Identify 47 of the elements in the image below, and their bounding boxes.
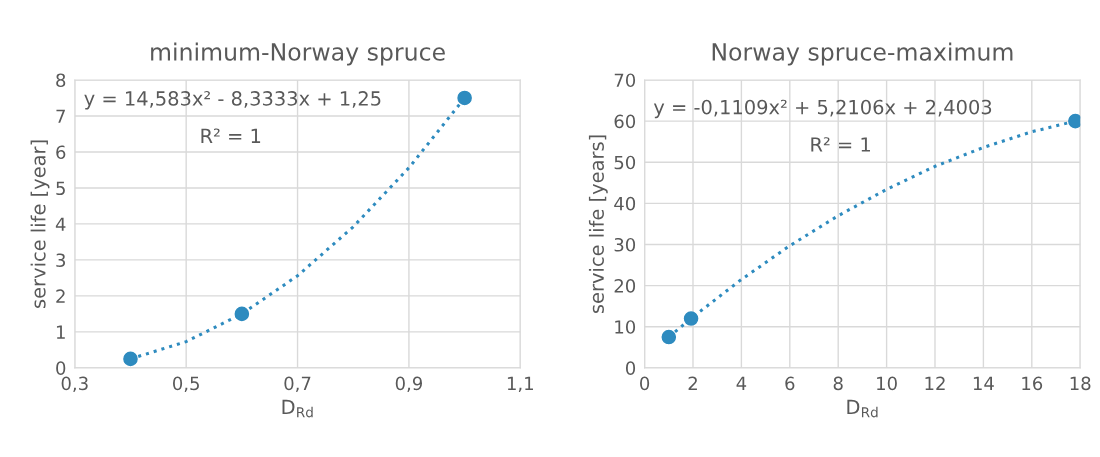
annotation: R² = 1: [811, 137, 870, 152]
y-axis-title: service life [year]: [30, 140, 50, 308]
y-tick-label: 1: [56, 325, 65, 339]
point: [661, 329, 677, 345]
point: [457, 90, 472, 106]
x-tick-label: 0,7: [284, 376, 311, 393]
x-tick-label: 12: [925, 376, 945, 390]
x-tick-label: 4: [736, 376, 747, 390]
y-tick-label: 40: [614, 196, 636, 211]
x-axis-title: D$_{Rd}$: [847, 399, 878, 418]
y-tick-label: 2: [56, 289, 65, 303]
y-tick-label: 0: [625, 361, 636, 375]
y-tick-label: 70: [614, 73, 636, 88]
x-tick-label: 0: [640, 376, 650, 391]
y-tick-label: 10: [615, 320, 636, 334]
y-tick-label: 60: [614, 114, 636, 129]
y-tick-label: 7: [56, 109, 65, 123]
point: [234, 306, 250, 322]
y-tick-label: 20: [614, 279, 636, 293]
x-tick-label: 10: [877, 376, 897, 391]
y-tick-label: 6: [56, 145, 66, 160]
annotation: y = -0,1109x² + 5,2106x + 2,4003: [653, 99, 992, 119]
x-tick-label: 14: [973, 376, 994, 390]
y-tick-label: 4: [55, 217, 66, 231]
x-tick-label: 18: [1070, 376, 1091, 391]
chart-title: minimum-Norway spruce: [151, 42, 445, 66]
x-tick-label: 16: [1022, 376, 1043, 391]
x-tick-label: 8: [833, 376, 843, 391]
y-tick-label: 8: [56, 73, 66, 88]
y-tick-label: 3: [56, 253, 66, 268]
chart-title: Norway spruce-maximum: [712, 42, 1013, 66]
y-tick-label: 0: [56, 361, 66, 375]
point: [123, 351, 138, 367]
x-axis-title: D$_{Rd}$: [282, 399, 313, 418]
x-tick-label: 6: [785, 376, 795, 391]
y-axis-title: service life [years]: [588, 135, 608, 314]
x-tick-label: 2: [688, 376, 697, 390]
y-tick-label: 50: [614, 155, 636, 170]
y-tick-label: 30: [614, 237, 636, 252]
point: [683, 311, 699, 326]
annotation: R² = 1: [201, 128, 261, 143]
x-tick-label: 1,1: [507, 376, 533, 393]
annotation: y = 14,583x² - 8,3333x + 1,25: [84, 91, 381, 110]
x-tick-label: 0,9: [395, 376, 423, 393]
x-tick-label: 0,3: [61, 376, 88, 393]
x-tick-label: 0,5: [173, 376, 199, 393]
y-tick-label: 5: [56, 181, 65, 196]
